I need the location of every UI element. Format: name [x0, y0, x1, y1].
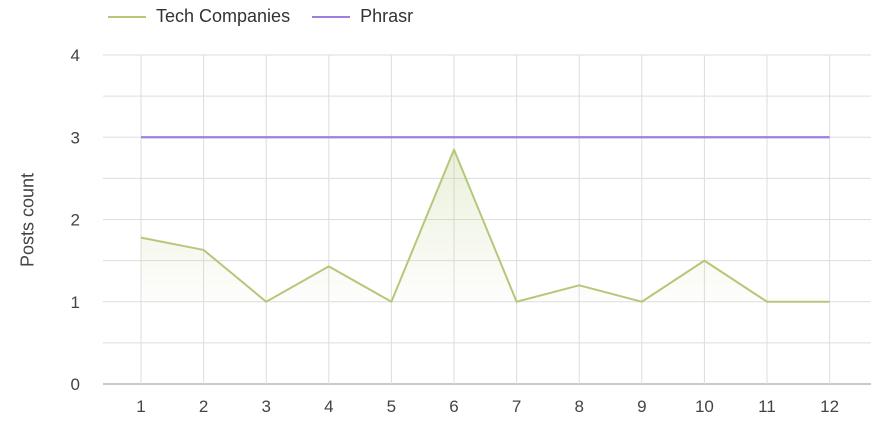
x-tick-label: 10: [695, 397, 714, 416]
x-tick-label: 7: [512, 397, 521, 416]
series-lines: [140, 136, 830, 303]
x-tick-label: 8: [574, 397, 583, 416]
x-tick-label: 2: [199, 397, 208, 416]
x-tick-label: 12: [820, 397, 839, 416]
y-tick-label: 2: [71, 211, 80, 230]
chart-legend: Tech Companies Phrasr: [108, 6, 413, 27]
y-tick-label: 3: [71, 128, 80, 147]
x-tick-label: 9: [637, 397, 646, 416]
legend-swatch-tech-companies: [108, 15, 146, 18]
x-tick-label: 5: [387, 397, 396, 416]
series-line-tech-companies: [140, 148, 830, 303]
legend-label-tech-companies: Tech Companies: [156, 6, 291, 26]
x-tick-label: 11: [758, 397, 776, 416]
x-tick-label: 1: [136, 397, 145, 416]
x-tick-label: 6: [449, 397, 458, 416]
legend-label-phrasr: Phrasr: [360, 6, 414, 26]
x-tick-label: 4: [324, 397, 333, 416]
legend-item-tech-companies[interactable]: Tech Companies: [108, 6, 290, 27]
legend-swatch-phrasr: [312, 15, 351, 18]
x-tick-label: 3: [261, 397, 270, 416]
y-tick-label: 4: [71, 46, 80, 65]
y-tick-label: 1: [71, 293, 80, 312]
y-tick-label: 0: [71, 375, 80, 394]
grid: [103, 54, 871, 385]
legend-item-phrasr[interactable]: Phrasr: [312, 6, 413, 27]
